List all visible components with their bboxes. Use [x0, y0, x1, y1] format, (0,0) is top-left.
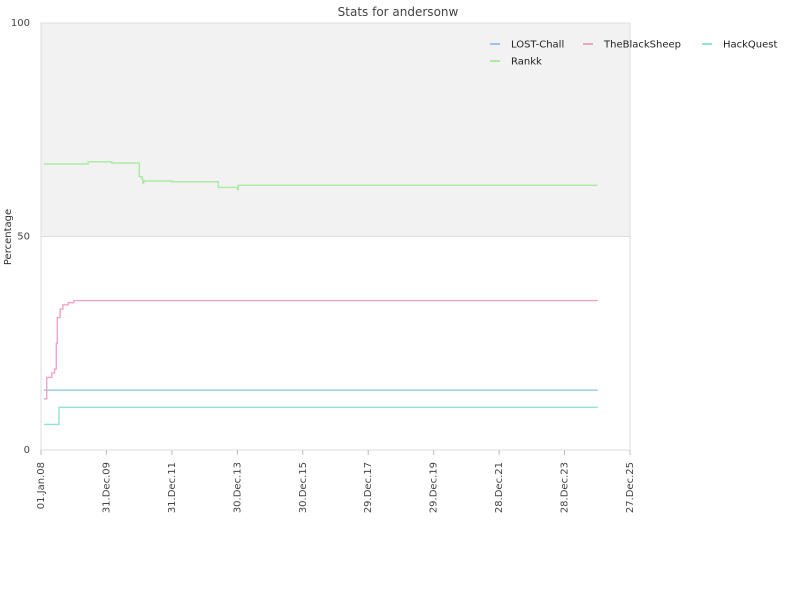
- series-line-2: [43, 406, 598, 426]
- y-axis-label: Percentage: [3, 209, 14, 265]
- series-line-1: [43, 299, 598, 400]
- legend-item[interactable]: HackQuest: [702, 40, 778, 51]
- y-tick-label: 100: [11, 18, 30, 29]
- x-tick-label: 31.Dec.09: [101, 462, 112, 513]
- legend-label: TheBlackSheep: [603, 40, 681, 51]
- legend-item[interactable]: LOST-Chall: [490, 40, 564, 51]
- legend-item[interactable]: TheBlackSheep: [583, 40, 681, 51]
- y-tick-label: 50: [17, 232, 30, 243]
- x-tick-label: 28.Dec.23: [560, 462, 571, 513]
- shaded-band: [41, 23, 630, 237]
- x-tick-label: 29.Dec.17: [363, 462, 374, 513]
- x-axis: 01.Jan.08 31.Dec.09 31.Dec.11 30.Dec.13 30.D…: [36, 450, 636, 513]
- legend-label: LOST-Chall: [511, 40, 564, 51]
- y-axis: 0 50 100: [11, 18, 30, 456]
- x-tick-label: 31.Dec.11: [167, 462, 178, 513]
- x-tick-label: 30.Dec.15: [298, 462, 309, 513]
- x-tick-label: 01.Jan.08: [36, 462, 47, 509]
- y-tick-label: 0: [24, 445, 30, 456]
- chart-title: Stats for andersonw: [338, 5, 459, 19]
- legend[interactable]: LOST-Chall TheBlackSheep HackQuest Rankk: [490, 40, 778, 68]
- x-tick-label: 30.Dec.13: [232, 462, 243, 513]
- x-tick-label: 27.Dec.25: [625, 462, 636, 513]
- x-tick-label: 28.Dec.21: [494, 462, 505, 513]
- x-tick-label: 29.Dec.19: [429, 462, 440, 513]
- plot-area: [40, 22, 631, 451]
- legend-item[interactable]: Rankk: [490, 57, 542, 68]
- legend-label: HackQuest: [723, 40, 778, 51]
- series-layer: [43, 161, 598, 426]
- series-line-3: [43, 161, 598, 191]
- legend-label: Rankk: [511, 57, 542, 68]
